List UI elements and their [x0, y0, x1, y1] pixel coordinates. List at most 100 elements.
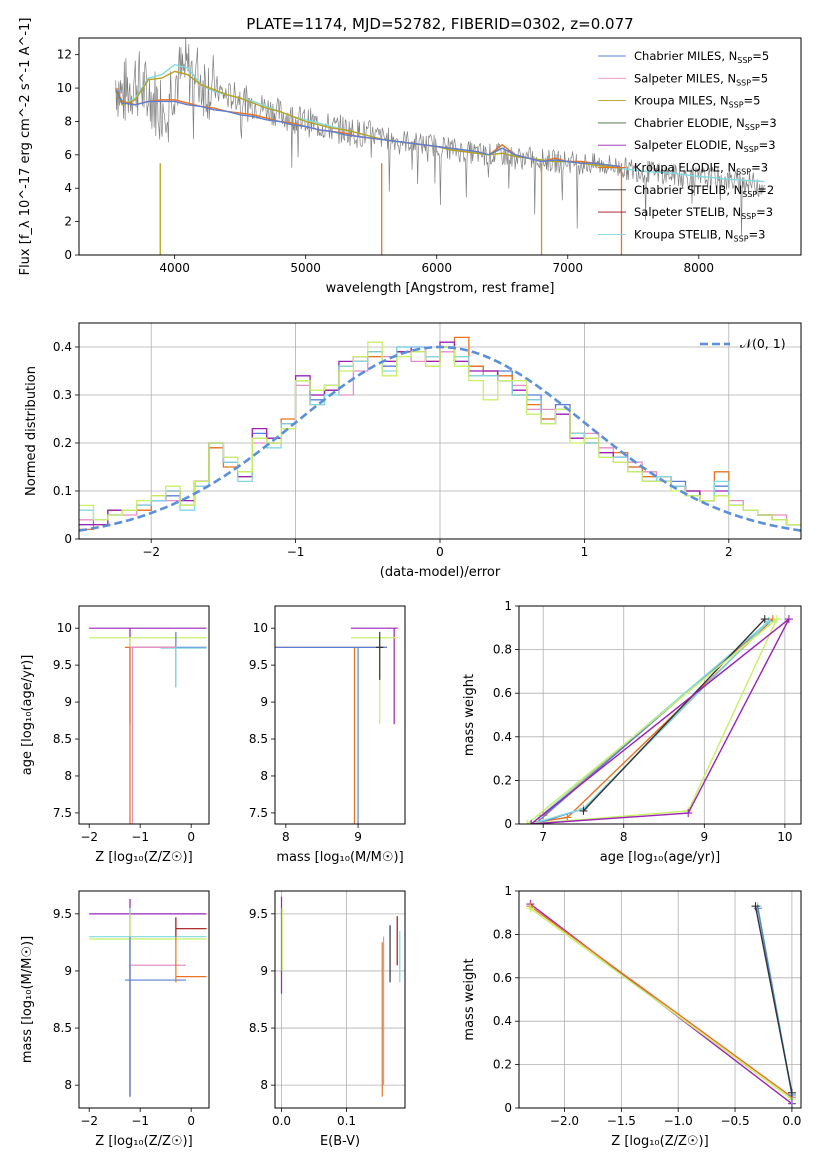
chart-mass-vs-Z: −2 −1 0 8 8.5 9 9.5 Z [log₁₀(Z/Z☉)] mass [log₁₀(… — [20, 890, 210, 1149]
x-axis-label: wavelength [Angstrom, rest frame] — [326, 281, 555, 296]
x-tick-label: 8 — [282, 830, 290, 844]
data-spectrum-line — [115, 38, 765, 236]
y-tick-label: 8 — [260, 769, 268, 783]
x-tick-label: 0.0 — [782, 1114, 801, 1128]
x-tick-label: 8000 — [684, 261, 715, 275]
y-tick-label: 10 — [57, 621, 72, 635]
series-group — [523, 615, 793, 824]
plot-frame — [78, 605, 210, 825]
y-tick-label: 0.8 — [493, 643, 512, 657]
y-tick-label: 9.5 — [249, 907, 268, 921]
x-axis-label: Z [log₁₀(Z/Z☉)] — [611, 1134, 708, 1149]
y-tick-label: 8.5 — [249, 732, 268, 746]
x-tick-label: 0 — [187, 1114, 195, 1128]
x-tick-label: 10 — [777, 830, 792, 844]
x-tick-label: −2 — [142, 545, 160, 559]
legend-label: Kroupa MILES, NSSP=5 — [634, 94, 760, 110]
x-tick-label: 1 — [581, 545, 589, 559]
x-tick-label: −1 — [287, 545, 305, 559]
series-line — [529, 907, 793, 1108]
legend-label: Salpeter STELIB, NSSP=3 — [634, 205, 773, 221]
errorbar-group — [275, 627, 398, 824]
x-tick-label: 0.0 — [272, 1114, 291, 1128]
histogram-group — [79, 336, 801, 532]
legend-label: 𝒩(0, 1) — [740, 336, 786, 351]
y-tick-label: 9 — [260, 964, 268, 978]
y-tick-label: 0.3 — [53, 388, 72, 402]
y-tick-label: 9 — [64, 964, 72, 978]
y-tick-label: 0.1 — [53, 484, 72, 498]
x-tick-label: 5000 — [290, 261, 321, 275]
y-tick-label: 7.5 — [53, 806, 72, 820]
x-tick-label: −1 — [131, 830, 149, 844]
x-tick-label: 4000 — [159, 261, 190, 275]
point-marker — [760, 615, 769, 624]
y-tick-label: 10 — [57, 81, 72, 95]
y-tick-label: 1 — [504, 599, 512, 613]
y-axis-label: mass weight — [462, 958, 477, 1040]
point-marker — [787, 1104, 796, 1108]
series-line — [582, 618, 766, 812]
y-tick-label: 0.6 — [493, 686, 512, 700]
chart-mass-weight-vs-age: 7 8 9 10 0 0.2 0.4 0.6 0.8 1 age [log₁₀(age/yr)] ma… — [462, 599, 802, 865]
point-marker — [523, 820, 532, 824]
series-line — [754, 906, 793, 1093]
y-tick-label: 1 — [504, 884, 512, 898]
series-group — [526, 900, 796, 1108]
plot-frame — [274, 605, 406, 825]
y-axis-label: mass [log₁₀(M/M☉)] — [20, 936, 35, 1063]
x-tick-label: 9 — [700, 830, 708, 844]
y-tick-label: 0 — [504, 817, 512, 831]
plot-frame — [518, 890, 802, 1109]
y-tick-label: 9.5 — [53, 658, 72, 672]
figure-title: PLATE=1174, MJD=52782, FIBERID=0302, z=0… — [246, 15, 633, 33]
y-tick-label: 4 — [64, 181, 72, 195]
chart-mass-weight-vs-Z: −2.0 −1.5 −1.0 −0.5 0.0 0 0.2 0.4 0.6 0.8 1 Z [log₁… — [462, 884, 802, 1149]
y-axis-label: mass weight — [462, 674, 477, 756]
y-tick-label: 0.2 — [53, 436, 72, 450]
y-tick-label: 8.5 — [249, 1021, 268, 1035]
y-tick-label: 8 — [64, 114, 72, 128]
y-tick-label: 0 — [504, 1101, 512, 1115]
x-axis-label: age [log₁₀(age/yr)] — [600, 850, 721, 865]
y-tick-label: 9 — [260, 695, 268, 709]
y-tick-label: 0 — [64, 248, 72, 262]
y-tick-label: 9.5 — [53, 907, 72, 921]
y-tick-label: 8 — [64, 769, 72, 783]
y-axis-label: age [log₁₀(age/yr)] — [20, 655, 35, 776]
chart-age-vs-mass: 8 9 7.5 8 8.5 9 9.5 10 mass [log₁₀(M/M☉)] — [249, 605, 406, 865]
y-tick-label: 2 — [64, 215, 72, 229]
x-tick-label: 0 — [436, 545, 444, 559]
legend-label: Chabrier STELIB, NSSP=2 — [634, 183, 774, 199]
y-tick-label: 0.4 — [493, 1014, 512, 1028]
chart-spectrum: Chabrier MILES, NSSP=5 Salpeter MILES, NS… — [18, 18, 802, 296]
legend-label: Salpeter ELODIE, NSSP=3 — [634, 138, 776, 154]
y-tick-label: 0.6 — [493, 971, 512, 985]
point-marker — [684, 809, 693, 818]
legend-label: Salpeter MILES, NSSP=5 — [634, 71, 768, 87]
errorbar-group — [89, 898, 207, 1097]
model-spectrum-line — [115, 70, 621, 169]
y-tick-label: 6 — [64, 148, 72, 162]
y-tick-label: 9.5 — [249, 658, 268, 672]
point-marker — [527, 820, 536, 824]
x-tick-label: −0.5 — [720, 1114, 749, 1128]
y-axis-label: Flux [f_λ 10^-17 erg cm^-2 s^-1 A^-1] — [18, 18, 33, 276]
x-tick-label: 6000 — [421, 261, 452, 275]
series-line — [530, 618, 790, 824]
x-tick-label: 7000 — [552, 261, 583, 275]
spectrum-lines — [115, 38, 765, 255]
y-tick-label: 8 — [64, 1078, 72, 1092]
y-tick-label: 8 — [260, 1078, 268, 1092]
legend-label: Chabrier ELODIE, NSSP=3 — [634, 116, 777, 132]
point-marker — [579, 806, 588, 815]
errorbar-group — [89, 627, 207, 824]
legend-label: Kroupa ELODIE, NSSP=3 — [634, 161, 768, 177]
y-tick-label: 7.5 — [249, 806, 268, 820]
errorbar-group — [280, 896, 401, 1097]
point-marker — [751, 902, 760, 911]
plot-frame — [274, 890, 406, 1109]
x-tick-label: −2.0 — [550, 1114, 579, 1128]
y-tick-label: 0.4 — [493, 730, 512, 744]
